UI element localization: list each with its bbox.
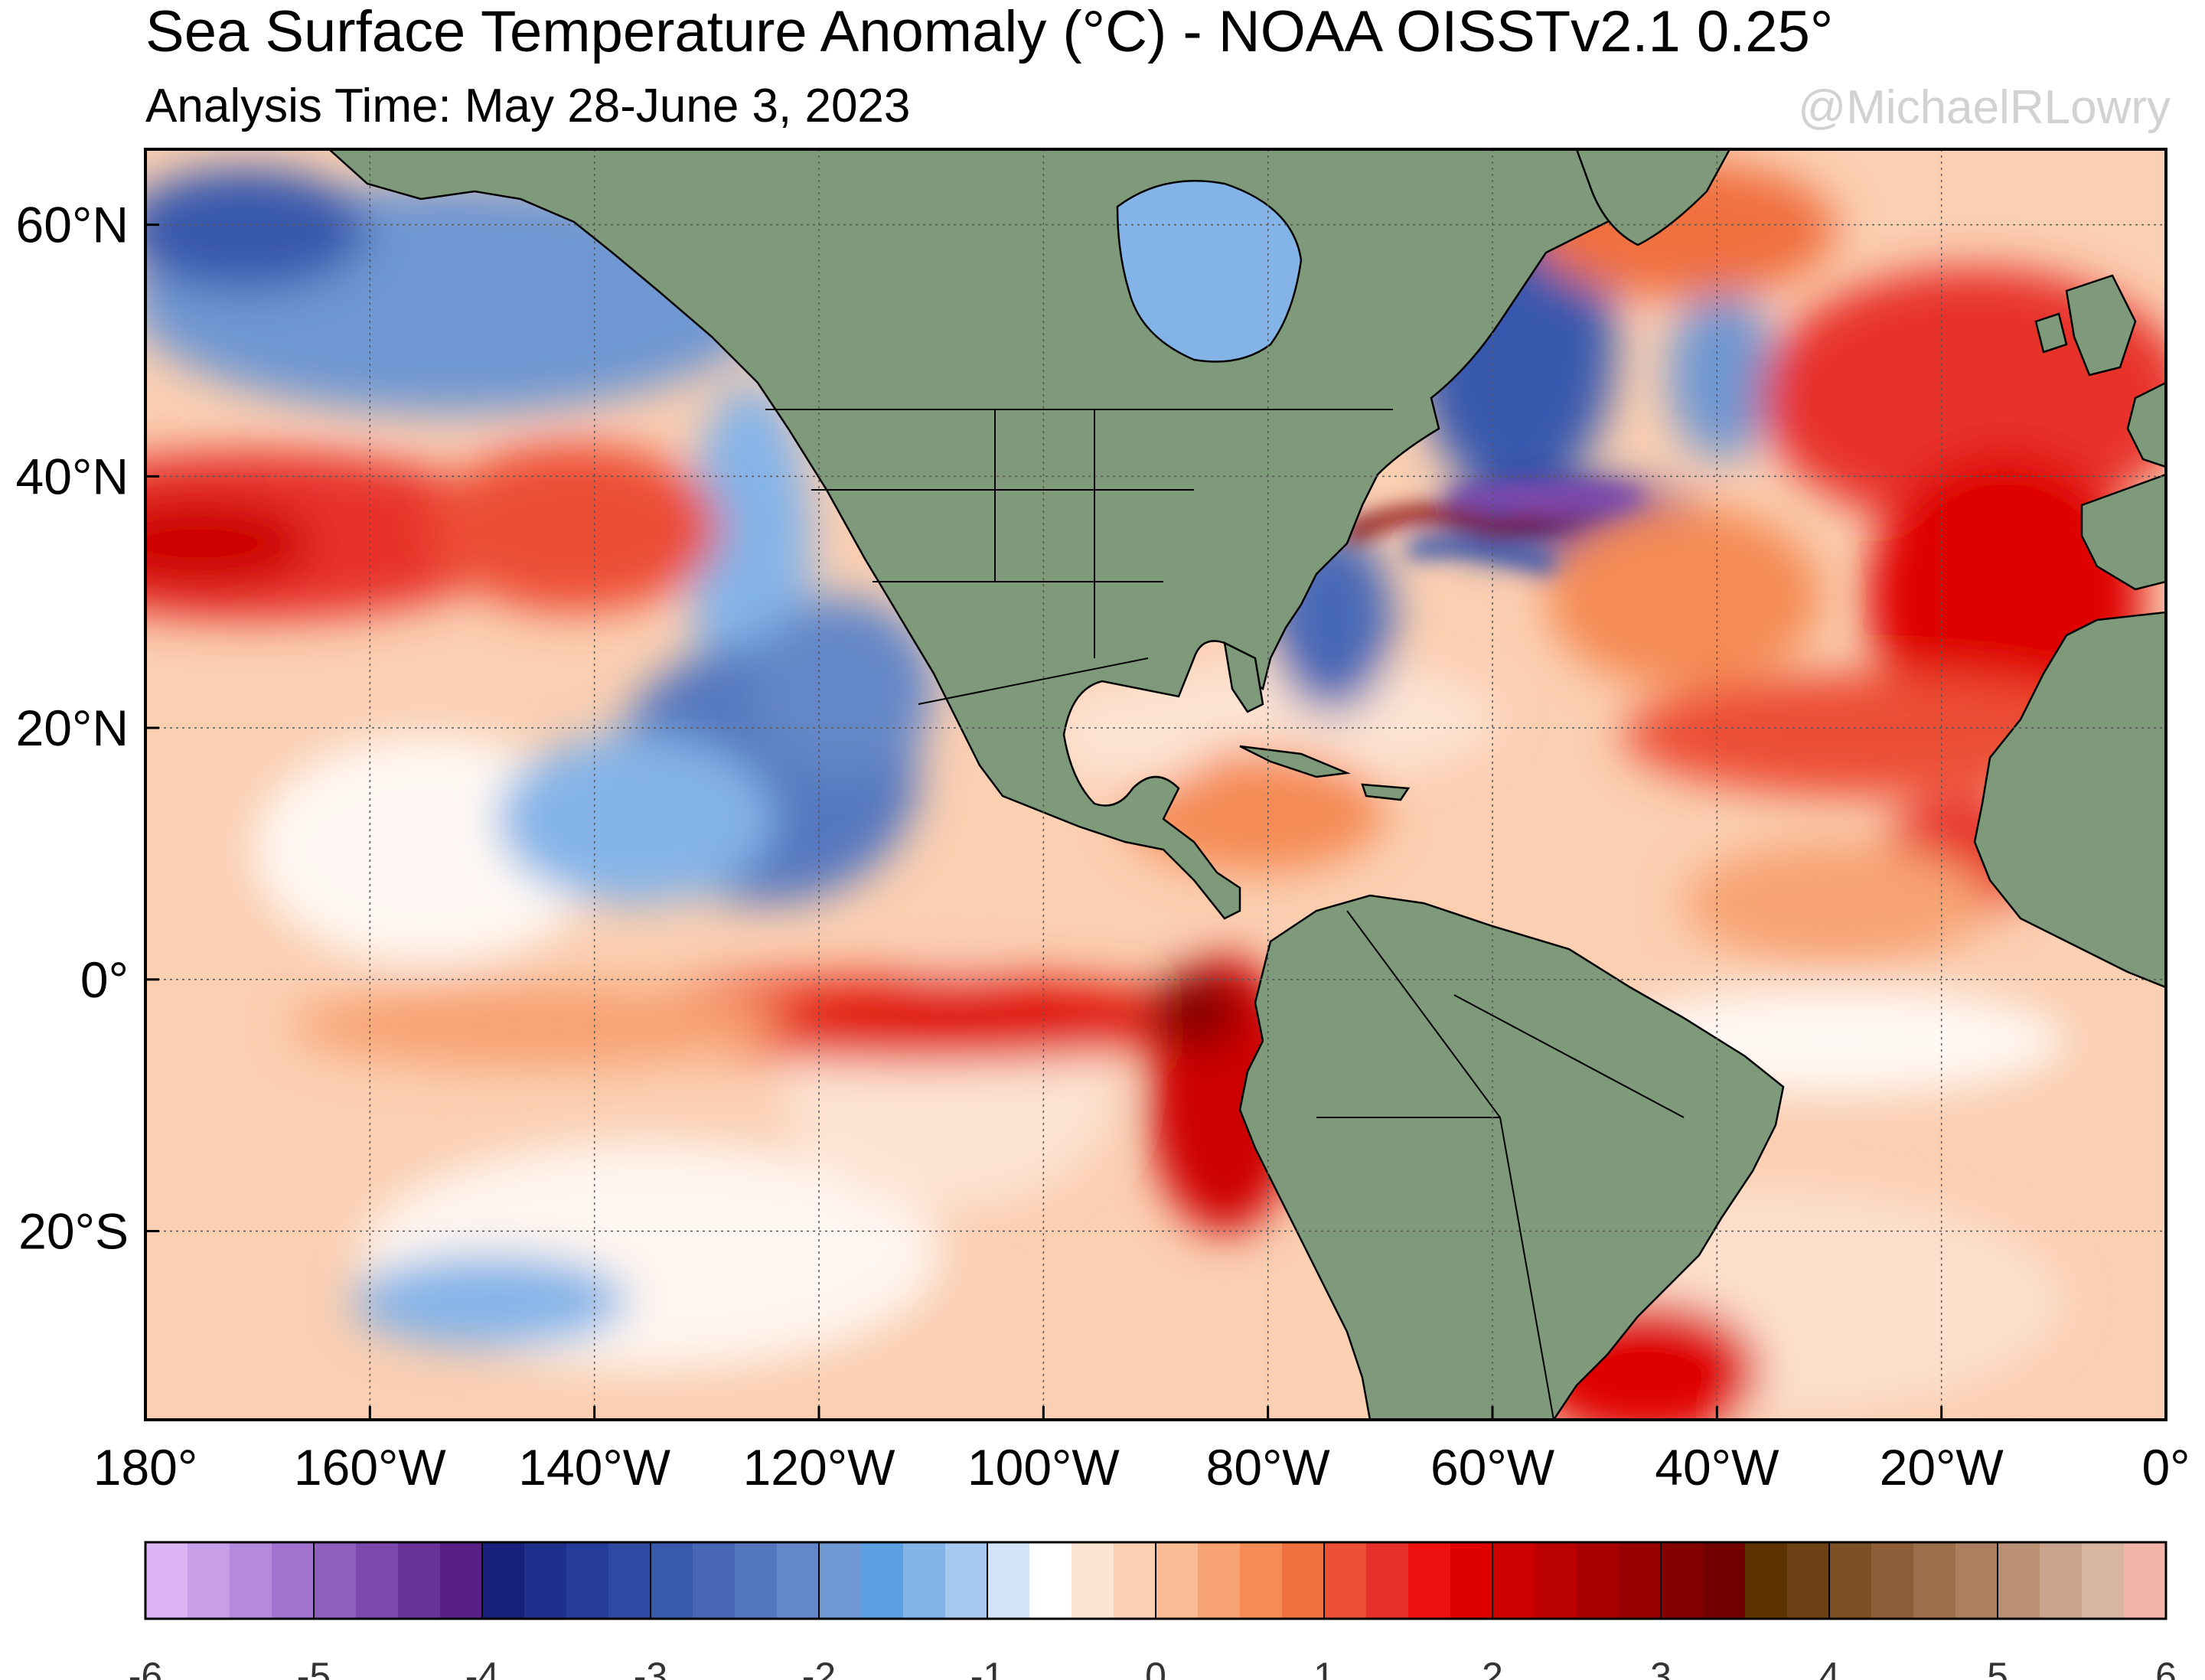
lon-tick-label: 160°W [294,1439,447,1496]
colorbar-swatch [608,1542,651,1619]
lon-tick-label: 180° [93,1439,198,1496]
colorbar-swatch [1450,1542,1493,1619]
colorbar-swatch [1240,1542,1283,1619]
colorbar-swatch [651,1542,693,1619]
lat-tick-label: 60°N [16,197,129,253]
colorbar-swatch [1198,1542,1241,1619]
colorbar-swatch [272,1542,315,1619]
colorbar-swatch [1998,1542,2040,1619]
colorbar-swatch [188,1542,230,1619]
colorbar-swatch [903,1542,946,1619]
colorbar-swatch [2124,1542,2167,1619]
colorbar-swatch [1661,1542,1704,1619]
colorbar-tick-label: -5 [297,1655,331,1680]
sst-anomaly-map: 180° 160°W 140°W 120°W 100°W 80°W 60°W 40°W 20°W… [0,0,2205,1680]
lon-tick-label: 120°W [743,1439,896,1496]
colorbar-swatch [398,1542,441,1619]
colorbar-swatch [145,1542,188,1619]
colorbar-swatch [314,1542,357,1619]
lat-tick-label: 20°S [18,1202,129,1259]
colorbar-swatch [735,1542,778,1619]
colorbar-swatch [1745,1542,1788,1619]
colorbar-swatch [2082,1542,2125,1619]
lon-tick-label: 80°W [1206,1439,1331,1496]
colorbar-swatch [1366,1542,1409,1619]
colorbar-swatch [1619,1542,1662,1619]
lon-tick-label: 140°W [518,1439,671,1496]
colorbar-tick-label: 0 [1145,1655,1166,1680]
colorbar-swatch [1029,1542,1072,1619]
colorbar-swatch [1535,1542,1577,1619]
colorbar-tick-label: 4 [1818,1655,1840,1680]
colorbar-swatch [1703,1542,1746,1619]
colorbar-swatch [2040,1542,2083,1619]
colorbar-swatch [1114,1542,1156,1619]
colorbar-swatch [1072,1542,1114,1619]
colorbar-swatch [945,1542,988,1619]
colorbar-swatch [777,1542,820,1619]
colorbar-tick-label: 5 [1987,1655,2008,1680]
lon-tick-label: 60°W [1430,1439,1555,1496]
colorbar-tick-label: 3 [1650,1655,1672,1680]
colorbar-tick-label: -3 [634,1655,667,1680]
colorbar-swatch [1871,1542,1914,1619]
lon-tick-label: 40°W [1655,1439,1779,1496]
colorbar-swatch [1577,1542,1620,1619]
colorbar-swatch [1913,1542,1956,1619]
lon-tick-label: 0° [2141,1439,2190,1496]
lat-tick-label: 0° [80,951,129,1008]
colorbar-swatch [1156,1542,1199,1619]
colorbar-swatch [524,1542,567,1619]
colorbar-tick-label: -4 [465,1655,499,1680]
colorbar-swatch [1408,1542,1451,1619]
colorbar-swatch [693,1542,736,1619]
colorbar-swatch [482,1542,525,1619]
colorbar-swatch [1955,1542,1998,1619]
colorbar-swatch [440,1542,483,1619]
colorbar-swatch [1282,1542,1325,1619]
colorbar-swatch [987,1542,1030,1619]
colorbar-swatch [1787,1542,1830,1619]
colorbar-swatch [356,1542,399,1619]
lat-tick-label: 40°N [16,448,129,504]
colorbar-tick-label: -1 [970,1655,1004,1680]
colorbar-tick-label: -6 [129,1655,162,1680]
latitude-ticks: 60°N 40°N 20°N 0° 20°S [16,197,159,1260]
colorbar-swatch [819,1542,862,1619]
lon-tick-label: 100°W [967,1439,1120,1496]
colorbar-tick-label: -2 [802,1655,836,1680]
colorbar-tick-label: 1 [1313,1655,1335,1680]
colorbar-swatch [1829,1542,1872,1619]
colorbar-swatch [861,1542,904,1619]
lat-tick-label: 20°N [16,700,129,756]
colorbar-swatch [230,1542,272,1619]
colorbar-tick-label: 2 [1482,1655,1503,1680]
colorbar-tick-label: 6 [2155,1655,2177,1680]
colorbar-swatch [566,1542,609,1619]
colorbar-swatch [1492,1542,1535,1619]
colorbar-swatch [1324,1542,1367,1619]
lon-tick-label: 20°W [1880,1439,2004,1496]
